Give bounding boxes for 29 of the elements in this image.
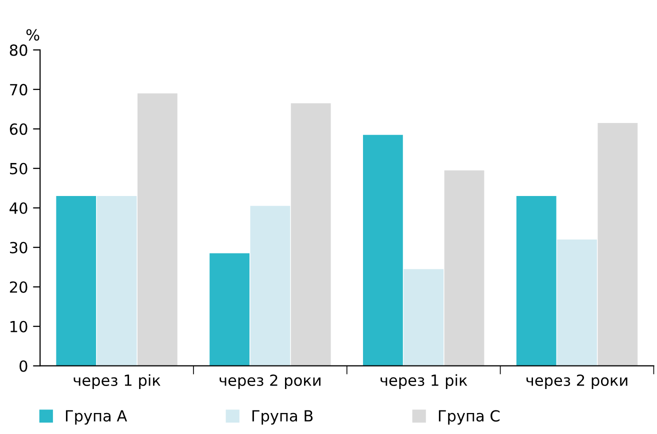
y-axis-title: % [26,29,40,41]
y-tick-label: 50 [10,162,28,174]
y-tick-label: 10 [10,320,28,332]
y-tick-label: 40 [10,202,28,214]
y-tick-label: 20 [10,281,28,293]
y-tick-label: 0 [20,360,28,372]
bar [598,122,638,366]
bar [444,170,484,366]
x-tick-label: через 1 рік [74,374,160,389]
bar [363,134,403,366]
bar [557,239,597,366]
legend-label: Група B [252,410,313,425]
y-tick-label: 30 [10,242,28,254]
bar [404,269,444,366]
y-tick-label: 70 [10,84,28,96]
x-tick-label: через 1 рік [380,374,468,389]
bar [96,196,137,366]
legend-label: Група C [438,410,500,425]
bar [210,253,250,366]
legend-label: Група A [66,410,128,425]
bar [56,196,96,366]
bar [290,103,331,366]
x-tick-label: через 2 роки [526,374,628,389]
bar [516,196,556,366]
y-tick-label: 80 [10,44,28,56]
bar [137,93,178,366]
y-tick-label: 60 [10,123,28,135]
bar [250,206,290,366]
x-tick-label: через 2 роки [220,374,320,389]
